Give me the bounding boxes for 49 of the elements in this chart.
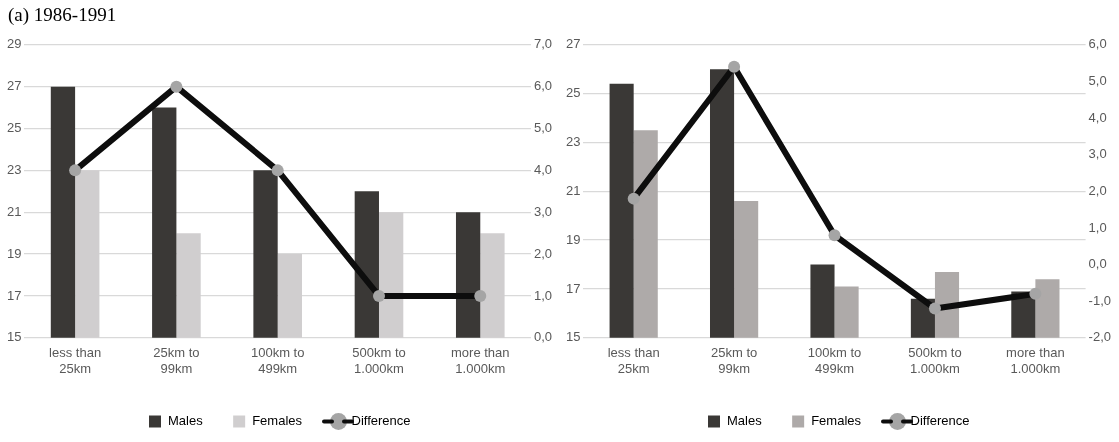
y-tick-label: 15: [6, 329, 22, 345]
y-tick-label: 25: [6, 120, 22, 136]
x-tick-label: more than 1.000km: [1006, 345, 1065, 376]
y2-tick-label: 4,0: [1088, 109, 1107, 125]
x-tick-label: more than 1.000km: [451, 345, 510, 376]
y2-tick-label: 2,0: [533, 245, 553, 261]
legend-label: Difference: [351, 413, 411, 429]
x-tick-label: 25km to 99km: [710, 345, 758, 376]
y2-tick-label: 5,0: [1088, 73, 1107, 88]
legend-label: Difference: [910, 413, 970, 429]
y2-tick-label: 1,0: [533, 287, 553, 303]
y-tick-label: 23: [565, 134, 581, 150]
y2-tick-label: 3,0: [1088, 146, 1107, 162]
y2-tick-label: 3,0: [533, 203, 553, 219]
y-tick-label: 21: [565, 182, 581, 198]
x-tick-label: less than 25km: [607, 345, 660, 376]
chart-title: (a) 1986-1991: [7, 3, 118, 27]
x-tick-label: 25km to 99km: [153, 345, 200, 376]
x-tick-label: less than 25km: [49, 345, 102, 376]
x-tick-label: 100km to 499km: [250, 345, 305, 376]
y2-tick-label: -2,0: [1088, 329, 1112, 345]
y-tick-label: 19: [6, 245, 22, 261]
y-tick-label: 23: [6, 161, 22, 177]
y-tick-label: 17: [6, 287, 22, 303]
y2-tick-label: 2,0: [1088, 182, 1107, 198]
legend-label: Males: [167, 413, 204, 429]
y2-tick-label: 1,0: [1088, 219, 1107, 235]
y2-tick-label: 5,0: [533, 120, 553, 136]
x-tick-label: 500km to 1.000km: [908, 345, 962, 376]
legend-label: Males: [726, 413, 763, 429]
y2-tick-label: -1,0: [1088, 292, 1112, 308]
y-tick-label: 27: [6, 78, 22, 94]
legend-label: Females: [252, 413, 303, 429]
y-tick-label: 25: [565, 85, 581, 101]
y2-tick-label: 7,0: [533, 36, 553, 52]
legend-label: Females: [811, 413, 862, 429]
y-tick-label: 15: [565, 329, 581, 345]
y2-tick-label: 0,0: [1088, 256, 1107, 272]
x-tick-label: 500km to 1.000km: [352, 345, 406, 376]
y-tick-label: 29: [6, 36, 22, 52]
x-tick-label: 100km to 499km: [807, 345, 862, 376]
y-tick-label: 27: [565, 36, 581, 52]
y2-tick-label: 6,0: [533, 78, 553, 94]
y2-tick-label: 0,0: [533, 329, 553, 345]
y-tick-label: 19: [565, 231, 581, 247]
y-tick-label: 21: [6, 203, 22, 219]
y2-tick-label: 6,0: [1088, 36, 1107, 52]
y2-tick-label: 4,0: [533, 161, 553, 177]
y-tick-label: 17: [565, 280, 581, 296]
